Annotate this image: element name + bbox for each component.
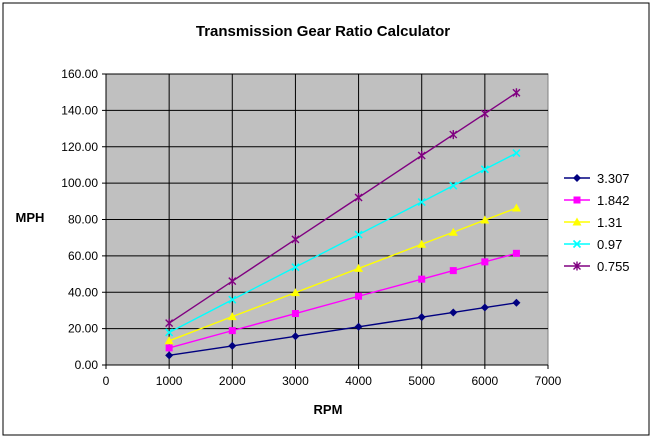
data-point xyxy=(418,275,426,283)
data-point xyxy=(354,263,364,272)
legend-label: 0.755 xyxy=(597,259,630,274)
legend-label: 1.31 xyxy=(597,215,622,230)
x-tick-label: 4000 xyxy=(345,374,372,388)
chart-title: Transmission Gear Ratio Calculator xyxy=(196,23,450,40)
series-1-842 xyxy=(165,249,520,352)
data-point xyxy=(291,234,300,244)
data-point xyxy=(417,197,426,207)
x-tick-label: 5000 xyxy=(408,374,435,388)
data-point xyxy=(228,341,237,350)
y-tick-label: 160.00 xyxy=(61,67,98,81)
y-tick-label: 60.00 xyxy=(68,249,98,263)
x-tick-label: 0 xyxy=(103,374,110,388)
series-3-307 xyxy=(165,298,521,360)
x-tick-label: 3000 xyxy=(282,374,309,388)
legend-marker xyxy=(573,174,581,182)
data-point xyxy=(417,150,426,160)
legend-label: 3.307 xyxy=(597,171,630,186)
legend-item: 1.842 xyxy=(564,193,630,208)
y-tick-label: 0.00 xyxy=(75,358,99,372)
series-line xyxy=(168,252,517,349)
y-tick-label: 20.00 xyxy=(68,322,98,336)
data-point xyxy=(449,267,457,275)
x-axis-title: RPM xyxy=(314,402,343,417)
data-point xyxy=(354,322,363,331)
data-point xyxy=(228,276,237,286)
data-point xyxy=(227,312,237,321)
legend-item: 0.755 xyxy=(564,259,630,274)
legend-marker xyxy=(572,239,582,249)
data-point xyxy=(165,328,174,337)
x-tick-label: 6000 xyxy=(472,374,499,388)
legend-item: 0.97 xyxy=(564,237,622,252)
data-point xyxy=(165,318,174,328)
data-point xyxy=(165,351,174,360)
data-point xyxy=(228,327,236,335)
data-point xyxy=(480,109,489,119)
data-point xyxy=(512,298,521,307)
legend-marker xyxy=(572,217,582,226)
data-point xyxy=(291,310,299,318)
data-point xyxy=(291,263,300,272)
data-point xyxy=(417,313,426,322)
series-1-31 xyxy=(164,203,521,345)
data-point xyxy=(481,258,489,266)
legend-label: 1.842 xyxy=(597,193,630,208)
series-line xyxy=(168,92,517,324)
data-point xyxy=(228,295,237,304)
data-point xyxy=(354,192,363,202)
x-tick-label: 2000 xyxy=(219,374,246,388)
x-tick-label: 7000 xyxy=(535,374,562,388)
data-point xyxy=(448,227,458,236)
data-point xyxy=(512,249,520,257)
data-point xyxy=(291,332,300,341)
data-point xyxy=(512,149,521,158)
series-group xyxy=(164,88,521,360)
axes: 0.00 20.00 40.00 60.00 80.00 100.00 120.00 140.… xyxy=(61,67,561,388)
series-0-97 xyxy=(165,149,521,337)
legend-item: 3.307 xyxy=(564,171,630,186)
data-point xyxy=(449,181,458,190)
gridlines xyxy=(106,73,548,365)
y-axis-title: MPH xyxy=(16,210,45,225)
legend: 3.307 1.842 1.31 0.97 0.755 xyxy=(564,171,630,274)
y-tick-label: 140.00 xyxy=(61,103,98,117)
series-line xyxy=(169,302,517,357)
y-tick-label: 120.00 xyxy=(61,140,98,154)
data-point xyxy=(417,239,427,248)
legend-item: 1.31 xyxy=(564,215,622,230)
data-point xyxy=(480,165,489,174)
y-tick-label: 80.00 xyxy=(68,213,98,227)
legend-marker xyxy=(573,261,581,271)
data-point xyxy=(355,292,363,300)
legend-label: 0.97 xyxy=(597,237,622,252)
data-point xyxy=(480,215,490,224)
data-point xyxy=(290,288,300,297)
series-line xyxy=(168,207,517,342)
x-tick-label: 1000 xyxy=(156,374,183,388)
y-tick-label: 100.00 xyxy=(61,176,98,190)
data-point xyxy=(449,308,458,317)
data-point xyxy=(354,230,363,239)
data-point xyxy=(511,203,521,212)
data-point xyxy=(165,344,173,352)
series-0-755 xyxy=(165,88,521,328)
data-point xyxy=(512,88,521,98)
y-tick-label: 40.00 xyxy=(68,285,98,299)
data-point xyxy=(480,303,489,312)
legend-marker xyxy=(573,196,581,204)
series-line xyxy=(168,152,517,334)
data-point xyxy=(164,336,174,345)
data-point xyxy=(449,130,458,140)
